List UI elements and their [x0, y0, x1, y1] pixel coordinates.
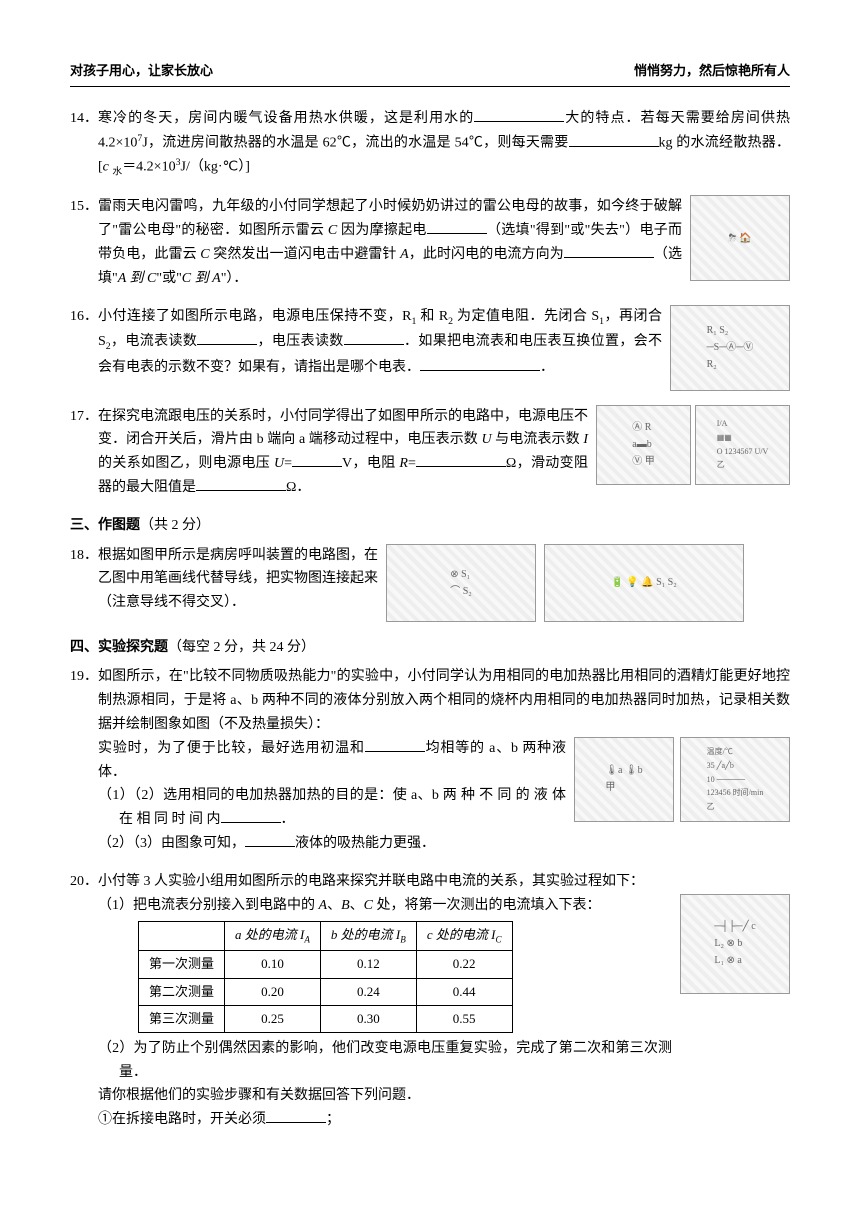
- beakers-icon: 🌡a 🌡b甲: [574, 737, 674, 822]
- qbody-20: 小付等 3 人实验小组用如图所示的电路来探究并联电路中电流的关系，其实验过程如下…: [98, 870, 790, 1132]
- qbody-16: 小付连接了如图所示电路，电源电压保持不变，R1 和 R2 为定值电阻．先闭合 S…: [98, 305, 790, 391]
- section-4-title: 四、实验探究题（每空 2 分，共 24 分）: [70, 636, 790, 660]
- circuit-schematic-icon: ⊗ S₁⌒ S₂: [386, 544, 536, 622]
- qnum-16: 16．: [70, 305, 98, 391]
- question-15: 15． 雷雨天电闪雷鸣，九年级的小付同学想起了小时候奶奶讲过的雷公电母的故事，如…: [70, 195, 790, 290]
- question-14: 14． 寒冷的冬天，房间内暖气设备用热水供暖，这是利用水的大的特点．若每天需要给…: [70, 107, 790, 181]
- page-header: 对孩子用心，让家长放心 悄悄努力，然后惊艳所有人: [70, 60, 790, 87]
- blank: [474, 108, 564, 122]
- question-17: 17． 在探究电流跟电压的关系时，小付同学得出了如图甲所示的电路中，电源电压不变…: [70, 405, 790, 500]
- current-table: a 处的电流 IA b 处的电流 IB c 处的电流 IC 第一次测量0.100…: [138, 921, 513, 1032]
- blank: [420, 357, 540, 371]
- blank: [569, 133, 659, 147]
- header-left: 对孩子用心，让家长放心: [70, 60, 213, 82]
- qnum-14: 14．: [70, 107, 98, 181]
- blank: [197, 331, 257, 345]
- blank: [196, 477, 286, 491]
- question-16: 16． 小付连接了如图所示电路，电源电压保持不变，R1 和 R2 为定值电阻．先…: [70, 305, 790, 391]
- blank: [564, 244, 654, 258]
- blank: [266, 1109, 326, 1123]
- blank: [416, 453, 506, 467]
- qnum-15: 15．: [70, 195, 98, 290]
- qnum-17: 17．: [70, 405, 98, 500]
- header-right: 悄悄努力，然后惊艳所有人: [634, 60, 790, 82]
- graph-iv-icon: I/A▦▦O 1234567 U/V乙: [695, 405, 790, 485]
- circuit-r1r2-icon: R₁ S₂─S─Ⓐ─ⓋR₂: [670, 305, 790, 391]
- question-20: 20． 小付等 3 人实验小组用如图所示的电路来探究并联电路中电流的关系，其实验…: [70, 870, 790, 1132]
- question-19: 19． 如图所示，在"比较不同物质吸热能力"的实验中，小付同学认为用相同的电加热…: [70, 665, 790, 855]
- qbody-14: 寒冷的冬天，房间内暖气设备用热水供暖，这是利用水的大的特点．若每天需要给房间供热…: [98, 107, 790, 181]
- question-18: 18． 根据如图甲所示是病房呼叫装置的电路图，在乙图中用笔画线代替导线，把实物图…: [70, 544, 790, 622]
- qbody-19: 如图所示，在"比较不同物质吸热能力"的实验中，小付同学认为用相同的电加热器比用相…: [98, 665, 790, 855]
- circuit-physical-icon: 🔋 💡 🔔 S₁ S₂: [544, 544, 744, 622]
- qbody-18: 根据如图甲所示是病房呼叫装置的电路图，在乙图中用笔画线代替导线，把实物图连接起来…: [98, 544, 744, 622]
- circuit-av-icon: Ⓐ Ra▬bⓋ 甲: [596, 405, 691, 485]
- parallel-circuit-icon: ─┤├─╱ cL₂ ⊗ bL₁ ⊗ a: [680, 894, 790, 994]
- qnum-18: 18．: [70, 544, 98, 622]
- blank: [344, 331, 404, 345]
- qbody-15: 雷雨天电闪雷鸣，九年级的小付同学想起了小时候奶奶讲过的雷公电母的故事，如今终于破…: [98, 195, 790, 290]
- blank: [221, 809, 281, 823]
- qnum-20: 20．: [70, 870, 98, 1132]
- blank: [245, 833, 295, 847]
- section-3-title: 三、作图题（共 2 分）: [70, 514, 790, 538]
- qbody-17: 在探究电流跟电压的关系时，小付同学得出了如图甲所示的电路中，电源电压不变．闭合开…: [98, 405, 790, 500]
- qnum-19: 19．: [70, 665, 98, 855]
- temp-graph-icon: 温度/℃35 ╱a╱b10 ─────123456 时间/min乙: [680, 737, 790, 822]
- house-lightning-icon: ⛈ 🏠: [690, 195, 790, 281]
- blank: [292, 453, 342, 467]
- blank: [427, 220, 487, 234]
- blank: [365, 738, 425, 752]
